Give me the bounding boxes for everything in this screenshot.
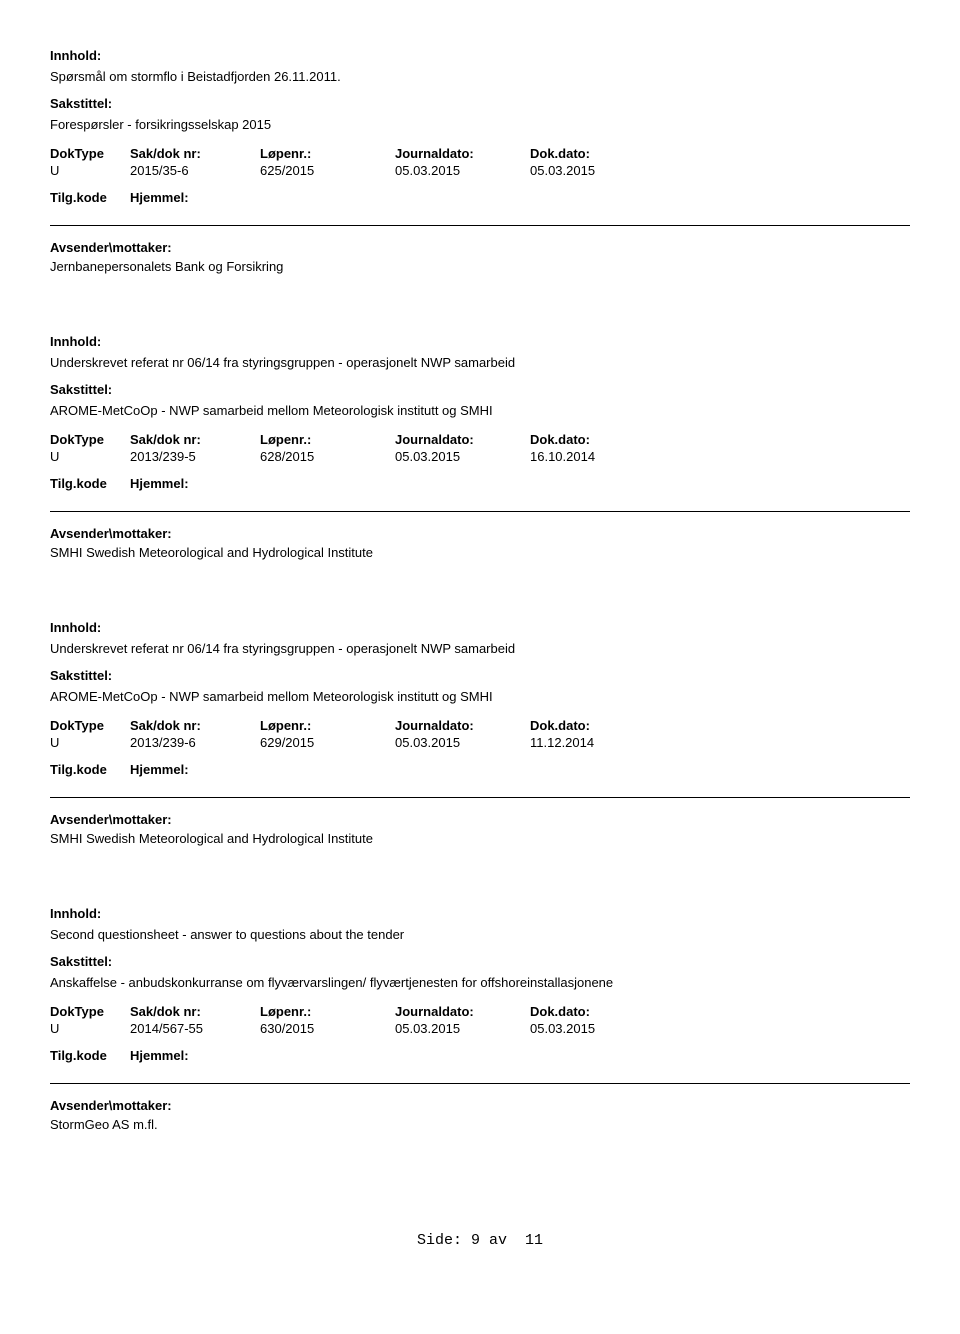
dokdato-header: Dok.dato: (530, 1004, 660, 1019)
sakdok-value: 2013/239-6 (130, 735, 260, 750)
journaldato-header: Journaldato: (395, 1004, 530, 1019)
sender-name: StormGeo AS m.fl. (50, 1117, 910, 1132)
sender-name: SMHI Swedish Meteorological and Hydrolog… (50, 831, 910, 846)
content-text: Underskrevet referat nr 06/14 fra styrin… (50, 641, 910, 656)
columns-data-row: U 2013/239-6 629/2015 05.03.2015 11.12.2… (50, 735, 910, 750)
lopenr-header: Løpenr.: (260, 718, 395, 733)
innhold-label: Innhold: (50, 334, 910, 349)
sakdok-value: 2013/239-5 (130, 449, 260, 464)
case-title: Forespørsler - forsikringsselskap 2015 (50, 117, 910, 132)
doktype-header: DokType (50, 1004, 130, 1019)
case-title: Anskaffelse - anbudskonkurranse om flyvæ… (50, 975, 910, 990)
tilgkode-label: Tilg.kode (50, 476, 130, 491)
journal-record: Innhold: Underskrevet referat nr 06/14 f… (50, 334, 910, 560)
doktype-header: DokType (50, 718, 130, 733)
sakdok-header: Sak/dok nr: (130, 146, 260, 161)
journaldato-value: 05.03.2015 (395, 735, 530, 750)
doktype-value: U (50, 163, 130, 178)
sender-name: Jernbanepersonalets Bank og Forsikring (50, 259, 910, 274)
sakdok-header: Sak/dok nr: (130, 1004, 260, 1019)
avsender-label: Avsender\mottaker: (50, 240, 910, 255)
journaldato-header: Journaldato: (395, 718, 530, 733)
journal-record: Innhold: Underskrevet referat nr 06/14 f… (50, 620, 910, 846)
innhold-label: Innhold: (50, 620, 910, 635)
columns-header-row: DokType Sak/dok nr: Løpenr.: Journaldato… (50, 718, 910, 733)
lopenr-value: 629/2015 (260, 735, 395, 750)
section-divider (50, 1083, 910, 1084)
sakdok-value: 2015/35-6 (130, 163, 260, 178)
lopenr-header: Løpenr.: (260, 1004, 395, 1019)
hjemmel-label: Hjemmel: (130, 190, 260, 205)
columns-data-row: U 2013/239-5 628/2015 05.03.2015 16.10.2… (50, 449, 910, 464)
dokdato-header: Dok.dato: (530, 718, 660, 733)
sakdok-value: 2014/567-55 (130, 1021, 260, 1036)
case-title: AROME-MetCoOp - NWP samarbeid mellom Met… (50, 403, 910, 418)
case-title: AROME-MetCoOp - NWP samarbeid mellom Met… (50, 689, 910, 704)
columns-header-row: DokType Sak/dok nr: Løpenr.: Journaldato… (50, 1004, 910, 1019)
doktype-value: U (50, 1021, 130, 1036)
columns-data-row: U 2015/35-6 625/2015 05.03.2015 05.03.20… (50, 163, 910, 178)
doktype-value: U (50, 735, 130, 750)
lopenr-value: 630/2015 (260, 1021, 395, 1036)
sakdok-header: Sak/dok nr: (130, 432, 260, 447)
journaldato-header: Journaldato: (395, 432, 530, 447)
sakstittel-label: Sakstittel: (50, 954, 910, 969)
tilgkode-row: Tilg.kode Hjemmel: (50, 1048, 910, 1063)
hjemmel-label: Hjemmel: (130, 1048, 260, 1063)
avsender-label: Avsender\mottaker: (50, 812, 910, 827)
dokdato-value: 05.03.2015 (530, 163, 660, 178)
journaldato-value: 05.03.2015 (395, 163, 530, 178)
tilgkode-row: Tilg.kode Hjemmel: (50, 762, 910, 777)
tilgkode-row: Tilg.kode Hjemmel: (50, 190, 910, 205)
dokdato-value: 16.10.2014 (530, 449, 660, 464)
content-text: Underskrevet referat nr 06/14 fra styrin… (50, 355, 910, 370)
journaldato-value: 05.03.2015 (395, 1021, 530, 1036)
innhold-label: Innhold: (50, 906, 910, 921)
sakstittel-label: Sakstittel: (50, 96, 910, 111)
journal-record: Innhold: Spørsmål om stormflo i Beistadf… (50, 48, 910, 274)
content-text: Second questionsheet - answer to questio… (50, 927, 910, 942)
sakstittel-label: Sakstittel: (50, 668, 910, 683)
tilgkode-row: Tilg.kode Hjemmel: (50, 476, 910, 491)
doktype-header: DokType (50, 432, 130, 447)
lopenr-header: Løpenr.: (260, 432, 395, 447)
hjemmel-label: Hjemmel: (130, 476, 260, 491)
hjemmel-label: Hjemmel: (130, 762, 260, 777)
journaldato-value: 05.03.2015 (395, 449, 530, 464)
section-divider (50, 511, 910, 512)
lopenr-value: 625/2015 (260, 163, 395, 178)
tilgkode-label: Tilg.kode (50, 1048, 130, 1063)
dokdato-header: Dok.dato: (530, 432, 660, 447)
page-number: 9 (471, 1232, 480, 1249)
sender-name: SMHI Swedish Meteorological and Hydrolog… (50, 545, 910, 560)
lopenr-header: Løpenr.: (260, 146, 395, 161)
page-footer: Side: 9 av 11 (50, 1232, 910, 1249)
journal-record: Innhold: Second questionsheet - answer t… (50, 906, 910, 1132)
page-total: 11 (525, 1232, 543, 1249)
innhold-label: Innhold: (50, 48, 910, 63)
avsender-label: Avsender\mottaker: (50, 526, 910, 541)
journaldato-header: Journaldato: (395, 146, 530, 161)
columns-data-row: U 2014/567-55 630/2015 05.03.2015 05.03.… (50, 1021, 910, 1036)
columns-header-row: DokType Sak/dok nr: Løpenr.: Journaldato… (50, 146, 910, 161)
lopenr-value: 628/2015 (260, 449, 395, 464)
sakdok-header: Sak/dok nr: (130, 718, 260, 733)
avsender-label: Avsender\mottaker: (50, 1098, 910, 1113)
doktype-header: DokType (50, 146, 130, 161)
side-label: Side: (417, 1232, 462, 1249)
content-text: Spørsmål om stormflo i Beistadfjorden 26… (50, 69, 910, 84)
tilgkode-label: Tilg.kode (50, 190, 130, 205)
dokdato-value: 11.12.2014 (530, 735, 660, 750)
section-divider (50, 225, 910, 226)
dokdato-header: Dok.dato: (530, 146, 660, 161)
sakstittel-label: Sakstittel: (50, 382, 910, 397)
av-label: av (489, 1232, 507, 1249)
dokdato-value: 05.03.2015 (530, 1021, 660, 1036)
section-divider (50, 797, 910, 798)
doktype-value: U (50, 449, 130, 464)
tilgkode-label: Tilg.kode (50, 762, 130, 777)
columns-header-row: DokType Sak/dok nr: Løpenr.: Journaldato… (50, 432, 910, 447)
